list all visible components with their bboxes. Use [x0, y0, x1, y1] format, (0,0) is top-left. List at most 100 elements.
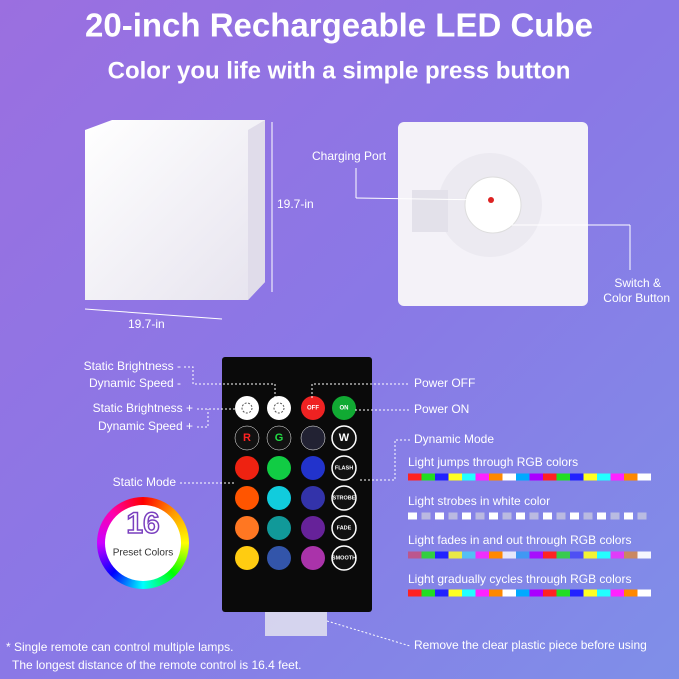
mode-strip: [556, 551, 570, 559]
remote-button: [301, 486, 325, 510]
switch-label: Switch &: [614, 276, 661, 290]
button-label: STROBE: [333, 495, 356, 501]
button-label: ON: [340, 406, 349, 412]
width-label: 19.7-in: [128, 317, 165, 331]
button-label: OFF: [307, 406, 319, 412]
remote-label: Static Brightness +: [93, 401, 193, 415]
ring-inner: [105, 505, 181, 581]
remote-label: Dynamic Speed +: [98, 419, 193, 433]
mode-strip: [421, 551, 435, 559]
remote: [222, 357, 372, 612]
mode-strip: [502, 512, 512, 520]
remote-button: [331, 485, 357, 511]
cube-front: [85, 120, 265, 300]
mode-strip: [502, 551, 516, 559]
mode-strip: [462, 589, 476, 597]
remote-button: [301, 546, 325, 570]
button-label: R: [243, 432, 251, 444]
mode-label: Light jumps through RGB colors: [408, 455, 578, 469]
remote-button: [301, 396, 325, 420]
mode-label: Light gradually cycles through RGB color…: [408, 572, 631, 586]
remote-button: [235, 486, 259, 510]
mode-strip: [543, 512, 552, 520]
remote-button: [235, 546, 259, 570]
button-label: G: [275, 432, 284, 444]
mode-strip: [408, 512, 417, 520]
remote-button: [331, 425, 357, 451]
mode-strip: [475, 589, 489, 597]
mode-strip: [408, 589, 422, 597]
mode-strip: [583, 512, 593, 520]
mode-strip: [489, 473, 503, 481]
mode-strip: [475, 551, 489, 559]
mode-strip: [570, 551, 584, 559]
remote-button: [331, 545, 357, 571]
mode-strip: [489, 551, 503, 559]
mode-strip: [475, 512, 485, 520]
button-label: FADE: [337, 525, 352, 531]
remote-button: [301, 516, 325, 540]
mode-strip: [570, 589, 584, 597]
mode-strip: [516, 512, 525, 520]
leader: [355, 197, 489, 201]
mode-label: Light strobes in white color: [408, 494, 550, 508]
preset-text: 16 Preset Colors: [113, 506, 174, 558]
mode-strip: [489, 512, 498, 520]
mode-strip: [435, 512, 444, 520]
remote-button: [301, 456, 325, 480]
remote-label: Static Brightness -: [84, 359, 181, 373]
preset-ring: [97, 497, 189, 589]
mode-strip: [462, 551, 476, 559]
remote-button: [267, 546, 291, 570]
note: * Single remote can control multiple lam…: [6, 640, 233, 654]
mode-strip: [637, 589, 651, 597]
remove-note: Remove the clear plastic piece before us…: [414, 638, 647, 652]
button-icon: [273, 402, 285, 414]
mode-strip: [435, 551, 449, 559]
button-label: SMOOTH: [332, 555, 356, 561]
button-icon: [241, 402, 253, 414]
remote-button: [267, 486, 291, 510]
mode-strip: [597, 551, 611, 559]
mode-strip: [516, 589, 530, 597]
mode-label: Light fades in and out through RGB color…: [408, 533, 631, 547]
mode-strip: [556, 589, 570, 597]
mode-strip: [583, 551, 597, 559]
mode-strip: [637, 551, 651, 559]
remote-label: Static Mode: [113, 475, 177, 489]
mode-strip: [421, 512, 431, 520]
mode-strip: [583, 589, 597, 597]
height-label: 19.7-in: [277, 197, 314, 211]
remote-button: [235, 396, 259, 420]
mode-strip: [448, 551, 462, 559]
remote-button: [267, 456, 291, 480]
mode-strip: [610, 512, 620, 520]
mode-strip: [637, 473, 651, 481]
mode-strip: [570, 473, 584, 481]
switch-disc: [464, 176, 522, 234]
switch-label: Color Button: [603, 291, 670, 305]
mode-strip: [489, 589, 503, 597]
mode-strip: [556, 473, 570, 481]
port-dot: [488, 197, 494, 203]
mode-strip: [624, 512, 633, 520]
mode-strip: [570, 512, 579, 520]
mode-strip: [556, 512, 566, 520]
mode-strip: [516, 551, 530, 559]
charging-label: Charging Port: [312, 149, 387, 163]
cube-side: [248, 120, 265, 300]
preset-count: 16: [126, 507, 159, 540]
note: The longest distance of the remote contr…: [12, 658, 302, 672]
remote-button: [331, 455, 357, 481]
mode-strip: [435, 473, 449, 481]
mode-strip: [516, 473, 530, 481]
title: 20-inch Rechargeable LED Cube: [85, 7, 593, 44]
mode-strip: [583, 473, 597, 481]
button-label: W: [339, 432, 350, 444]
remote-label: Power OFF: [414, 376, 475, 390]
mode-strip: [421, 589, 435, 597]
remote-button: [332, 396, 356, 420]
mode-strip: [610, 551, 624, 559]
